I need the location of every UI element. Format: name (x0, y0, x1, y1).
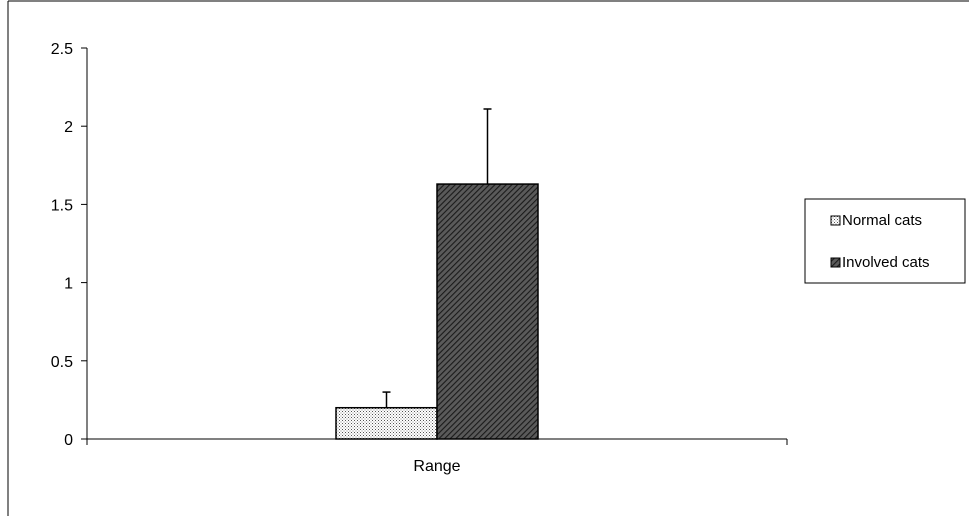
y-tick-label: 2 (64, 119, 73, 136)
y-tick-label: 0.5 (51, 354, 73, 371)
y-tick-label: 2.5 (51, 41, 73, 58)
bar-normal-cats (335, 406, 438, 440)
y-tick-label: 0 (64, 432, 73, 449)
y-tick-label: 1.5 (51, 197, 73, 214)
legend-swatch (830, 257, 841, 268)
y-tick-label: 1 (64, 276, 73, 293)
legend-label: Normal cats (842, 212, 922, 229)
x-tick-label: Range (413, 458, 460, 475)
legend-box (804, 198, 966, 284)
legend-label: Involved cats (842, 254, 930, 271)
legend-swatch (830, 215, 841, 226)
bar-involved-cats (436, 183, 539, 440)
